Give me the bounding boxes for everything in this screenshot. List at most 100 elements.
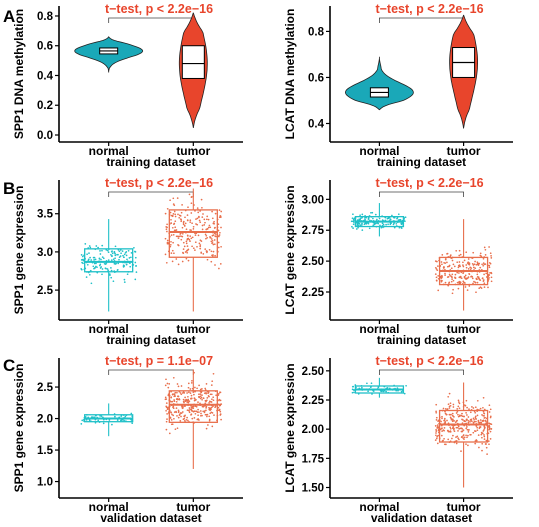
jitter-point bbox=[483, 412, 485, 415]
jitter-point bbox=[399, 218, 402, 221]
y-tick-label: 0.6 bbox=[308, 72, 324, 84]
jitter-point bbox=[483, 435, 486, 438]
jitter-point bbox=[200, 412, 202, 415]
jitter-point bbox=[193, 397, 196, 400]
jitter-point bbox=[180, 393, 183, 396]
jitter-point bbox=[172, 393, 174, 395]
jitter-point bbox=[175, 229, 178, 231]
jitter-point bbox=[211, 380, 214, 383]
jitter-point bbox=[114, 415, 116, 418]
jitter-point bbox=[191, 410, 194, 412]
jitter-point bbox=[441, 417, 443, 420]
jitter-point bbox=[99, 415, 101, 417]
jitter-point bbox=[220, 226, 222, 229]
jitter-point bbox=[461, 412, 463, 415]
jitter-point bbox=[472, 282, 474, 285]
jitter-point bbox=[209, 393, 212, 396]
jitter-point bbox=[130, 256, 132, 259]
jitter-point bbox=[167, 386, 170, 389]
jitter-point bbox=[475, 439, 478, 441]
jitter-point bbox=[123, 278, 126, 281]
jitter-point bbox=[206, 258, 209, 261]
jitter-point bbox=[467, 258, 470, 260]
jitter-point bbox=[187, 382, 190, 385]
jitter-point bbox=[178, 398, 181, 400]
y-tick-label: 2.0 bbox=[37, 414, 53, 426]
y-axis-title: SPP1 DNA methylation bbox=[12, 9, 26, 139]
jitter-point bbox=[455, 436, 457, 438]
jitter-point bbox=[459, 253, 462, 256]
jitter-point bbox=[172, 213, 175, 215]
jitter-point bbox=[220, 245, 222, 248]
jitter-point bbox=[449, 431, 452, 433]
jitter-point bbox=[376, 218, 378, 221]
test-result-title: t−test, p < 2.2e−16 bbox=[375, 354, 483, 368]
jitter-point bbox=[445, 413, 448, 416]
jitter-point bbox=[81, 261, 83, 264]
jitter-point bbox=[370, 382, 373, 385]
jitter-point bbox=[185, 240, 188, 243]
jitter-point bbox=[489, 438, 492, 440]
jitter-point bbox=[462, 272, 464, 275]
jitter-point bbox=[210, 384, 213, 386]
jitter-point bbox=[193, 410, 196, 413]
jitter-point bbox=[217, 229, 220, 232]
jitter-point bbox=[478, 262, 481, 265]
jitter-point bbox=[194, 234, 197, 236]
jitter-point bbox=[98, 264, 101, 267]
jitter-point bbox=[128, 257, 131, 259]
jitter-point bbox=[482, 264, 485, 267]
jitter-point bbox=[440, 427, 443, 430]
jitter-point bbox=[183, 392, 186, 394]
jitter-point bbox=[483, 282, 486, 285]
jitter-point bbox=[212, 243, 215, 246]
jitter-point bbox=[181, 232, 184, 235]
x-category-tumor: tumor bbox=[447, 144, 481, 158]
jitter-point bbox=[484, 443, 487, 445]
jitter-point bbox=[453, 265, 456, 268]
jitter-point bbox=[479, 286, 482, 289]
jitter-point bbox=[210, 238, 213, 240]
jitter-point bbox=[94, 267, 96, 269]
jitter-point bbox=[185, 228, 188, 231]
jitter-point bbox=[352, 227, 354, 229]
jitter-point bbox=[170, 396, 172, 399]
jitter-point bbox=[452, 406, 455, 408]
jitter-point bbox=[164, 237, 167, 240]
jitter-point bbox=[108, 419, 111, 421]
jitter-point bbox=[174, 220, 177, 223]
jitter-point bbox=[489, 272, 491, 274]
jitter-point bbox=[166, 223, 168, 226]
jitter-point bbox=[458, 415, 461, 417]
jitter-point bbox=[186, 219, 189, 221]
jitter-point bbox=[474, 406, 477, 409]
jitter-point bbox=[171, 249, 174, 252]
jitter-point bbox=[466, 428, 469, 431]
jitter-point bbox=[452, 263, 455, 266]
jitter-point bbox=[471, 262, 474, 265]
y-tick-label: 2.00 bbox=[302, 424, 324, 436]
jitter-point bbox=[205, 400, 207, 403]
jitter-point bbox=[211, 425, 214, 428]
jitter-point bbox=[207, 226, 210, 229]
jitter-point bbox=[190, 397, 193, 400]
jitter-point bbox=[454, 273, 457, 276]
jitter-point bbox=[190, 212, 193, 214]
jitter-point bbox=[435, 430, 438, 432]
jitter-point bbox=[170, 400, 173, 403]
jitter-point bbox=[170, 234, 173, 236]
jitter-point bbox=[467, 420, 470, 422]
jitter-point bbox=[186, 409, 189, 412]
jitter-point bbox=[446, 253, 448, 255]
jitter-point bbox=[382, 390, 385, 393]
x-category-normal: normal bbox=[359, 144, 399, 158]
test-result-title: t−test, p < 2.2e−16 bbox=[375, 176, 483, 190]
jitter-point bbox=[400, 390, 403, 393]
significance-bracket bbox=[379, 191, 464, 197]
jitter-point bbox=[474, 415, 477, 418]
jitter-point bbox=[166, 230, 168, 233]
jitter-point bbox=[184, 222, 187, 225]
jitter-point bbox=[460, 277, 463, 280]
jitter-point bbox=[468, 429, 470, 431]
jitter-point bbox=[454, 421, 457, 424]
